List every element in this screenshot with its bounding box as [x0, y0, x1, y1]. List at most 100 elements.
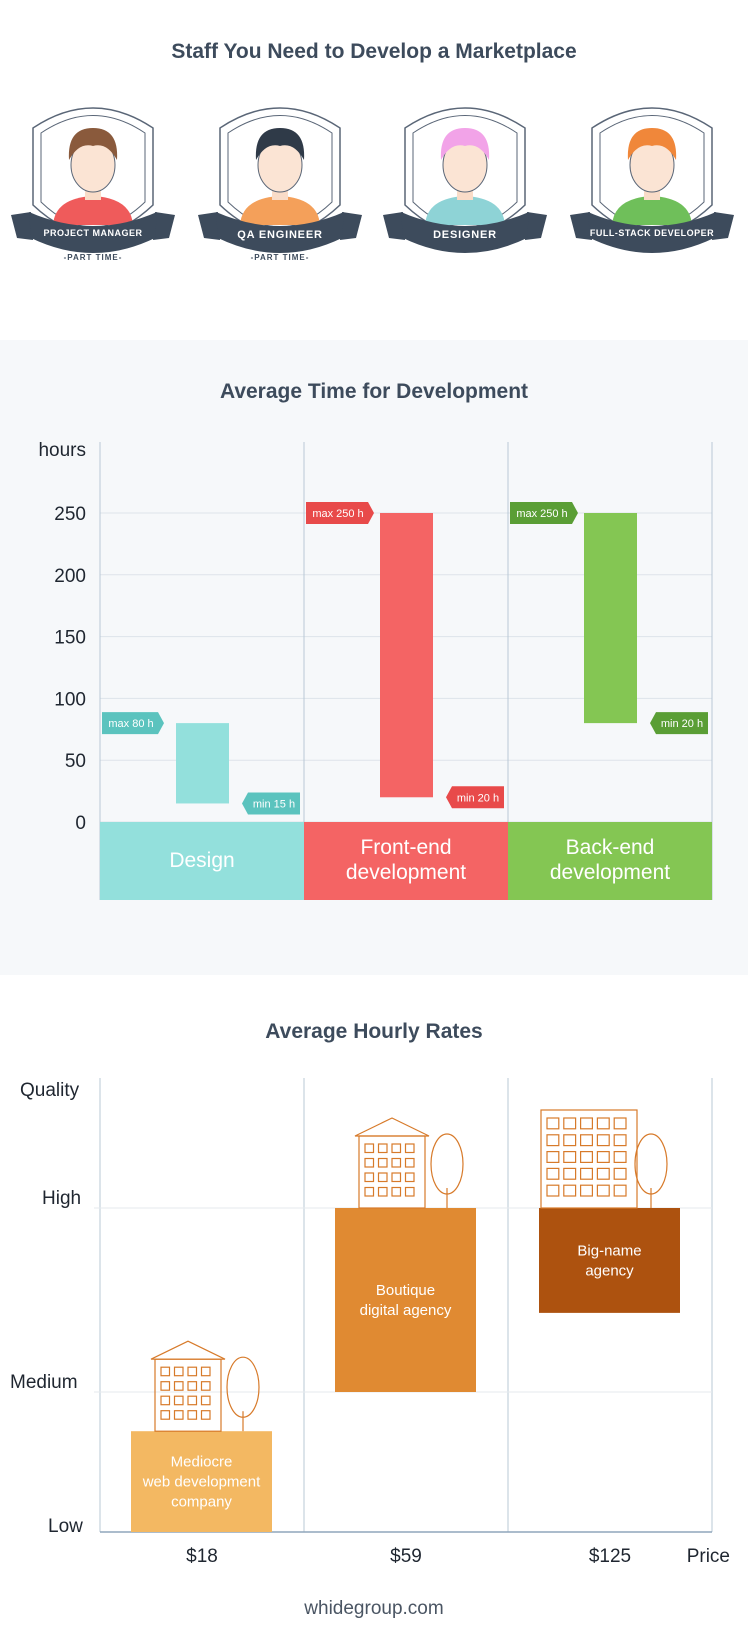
window-icon	[160, 1395, 171, 1406]
shirt-icon	[240, 196, 320, 225]
window-icon	[404, 1157, 415, 1168]
window-icon	[200, 1395, 211, 1406]
rate-bar-label: Big-name	[577, 1242, 641, 1259]
ribbon-end-icon	[11, 212, 33, 240]
shirt-icon	[53, 196, 133, 225]
shirt-icon	[425, 196, 505, 225]
x-axis-label: Price	[687, 1546, 730, 1567]
staff-title: Staff You Need to Develop a Marketplace	[171, 40, 577, 63]
hair-icon	[440, 128, 490, 160]
y-level-label: Medium	[10, 1372, 78, 1393]
building-icon	[354, 1117, 464, 1209]
y-level-label: Low	[48, 1516, 83, 1537]
min-label-flag	[242, 792, 300, 815]
range-bar	[380, 513, 433, 798]
tree-icon	[634, 1133, 668, 1195]
window-icon	[579, 1184, 593, 1197]
badge-role: QA ENGINEER	[237, 229, 322, 241]
rate-bar	[539, 1208, 680, 1313]
rates-chart: Quality Low Medium High Price Mediocre web dev…	[10, 1078, 730, 1567]
category-label: Back-end	[566, 836, 655, 859]
staff-badge: DESIGNER	[383, 107, 547, 253]
window-icon	[377, 1157, 388, 1168]
staff-badge: QA ENGINEER -PART TIME-	[198, 107, 362, 262]
window-icon	[546, 1134, 560, 1147]
building-icon	[150, 1340, 260, 1432]
window-icon	[579, 1134, 593, 1147]
rates-chart-title: Average Hourly Rates	[265, 1020, 483, 1043]
min-label: min 20 h	[661, 718, 703, 730]
y-tick-label: 150	[54, 628, 86, 649]
ribbon-end-icon	[525, 212, 547, 240]
price-tick-label: $59	[390, 1546, 422, 1567]
rate-bar-label: web development	[142, 1474, 261, 1491]
window-icon	[377, 1186, 388, 1197]
window-icon	[563, 1150, 577, 1163]
max-label: max 250 h	[516, 508, 567, 520]
category-block	[508, 822, 712, 900]
price-tick-label: $125	[589, 1546, 631, 1567]
max-label-flag	[510, 502, 578, 524]
range-bar	[176, 723, 229, 804]
badge-role: DESIGNER	[433, 229, 497, 241]
ribbon-end-icon	[712, 212, 734, 240]
shirt-icon	[612, 196, 692, 225]
price-tick-label: $18	[186, 1546, 218, 1567]
window-icon	[187, 1366, 198, 1377]
rate-bar	[131, 1431, 272, 1532]
badge-note: -PART TIME-	[251, 253, 310, 262]
staff-badges: PROJECT MANAGER -PART TIME- QA ENGINEER -PA…	[11, 107, 734, 262]
roof-icon	[150, 1340, 226, 1360]
hair-icon	[627, 128, 677, 160]
window-icon	[187, 1381, 198, 1391]
range-bar	[584, 513, 637, 724]
y-tick-label: 100	[54, 689, 86, 710]
window-icon	[160, 1366, 171, 1377]
min-label: min 20 h	[457, 792, 499, 804]
window-icon	[579, 1150, 593, 1163]
y-level-label: High	[42, 1188, 81, 1209]
y-tick-label: 200	[54, 566, 86, 587]
window-icon	[391, 1157, 402, 1168]
window-icon	[173, 1381, 184, 1391]
category-label: Front-end	[360, 836, 451, 859]
max-label-flag	[102, 712, 164, 735]
footer-domain: whidegroup.com	[304, 1598, 444, 1619]
window-icon	[404, 1172, 415, 1183]
y-axis-label: Quality	[20, 1080, 80, 1101]
min-label-flag	[650, 712, 708, 735]
y-axis-label: hours	[38, 440, 86, 461]
window-icon	[613, 1150, 627, 1163]
y-tick-label: 0	[75, 813, 86, 834]
rate-bar-label: Boutique	[376, 1282, 435, 1299]
window-icon	[596, 1150, 610, 1163]
rate-bar-label: digital agency	[360, 1302, 452, 1319]
window-icon	[613, 1184, 627, 1197]
window-icon	[613, 1167, 627, 1180]
window-icon	[364, 1157, 375, 1168]
building-outline-icon	[540, 1109, 638, 1209]
window-icon	[377, 1172, 388, 1183]
window-icon	[200, 1366, 211, 1377]
window-icon	[364, 1186, 375, 1197]
window-icon	[391, 1172, 402, 1183]
window-icon	[596, 1134, 610, 1147]
category-label: development	[550, 861, 670, 884]
ribbon-icon	[588, 212, 716, 253]
max-label: max 80 h	[108, 718, 153, 730]
window-icon	[173, 1366, 184, 1377]
y-tick-label: 250	[54, 504, 86, 525]
window-icon	[160, 1381, 171, 1391]
window-icon	[563, 1184, 577, 1197]
rate-bar-label: Mediocre	[171, 1454, 233, 1471]
window-icon	[579, 1117, 593, 1130]
window-icon	[563, 1167, 577, 1180]
window-icon	[173, 1410, 184, 1420]
window-icon	[613, 1134, 627, 1147]
time-chart-title: Average Time for Development	[219, 380, 529, 403]
rate-bar-label: agency	[585, 1262, 634, 1279]
category-block	[100, 822, 304, 900]
window-icon	[391, 1143, 402, 1154]
badge-role: PROJECT MANAGER	[43, 228, 142, 238]
staff-badge: PROJECT MANAGER -PART TIME-	[11, 107, 175, 262]
